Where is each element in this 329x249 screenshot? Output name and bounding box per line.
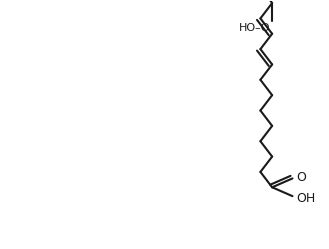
Text: OH: OH: [296, 192, 315, 205]
Text: O: O: [296, 171, 306, 184]
Text: HO–O: HO–O: [239, 23, 270, 33]
